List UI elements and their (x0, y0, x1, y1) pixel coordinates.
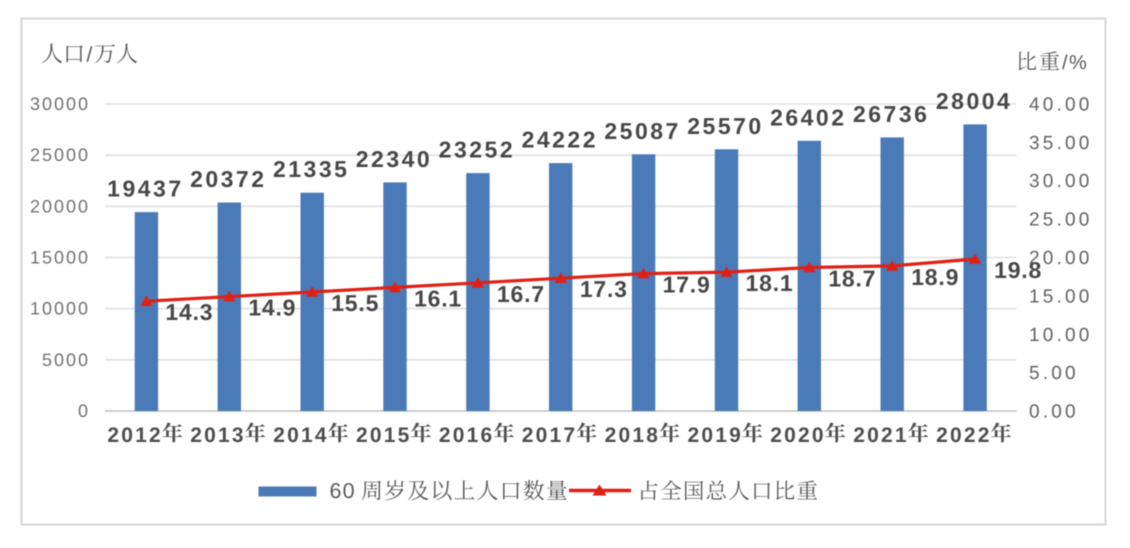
svg-text:2022: 2022 (936, 424, 992, 447)
svg-text:2020: 2020 (770, 424, 826, 447)
svg-text:16.1: 16.1 (414, 285, 462, 311)
svg-text:2016: 2016 (439, 424, 495, 447)
svg-text:20372: 20372 (190, 166, 266, 192)
svg-text:2013: 2013 (190, 424, 246, 447)
svg-text:22340: 22340 (356, 146, 432, 172)
svg-text:/%: /% (1062, 52, 1088, 74)
svg-text:60: 60 (330, 479, 356, 503)
svg-text:18.7: 18.7 (828, 266, 876, 292)
svg-text:35.00: 35.00 (1029, 133, 1093, 154)
svg-text:2019: 2019 (688, 424, 744, 447)
svg-text:21335: 21335 (273, 156, 349, 182)
svg-text:2012: 2012 (107, 424, 163, 447)
svg-text:0: 0 (78, 401, 90, 421)
svg-text:15000: 15000 (30, 248, 90, 268)
svg-text:10.00: 10.00 (1029, 325, 1093, 346)
svg-text:5.00: 5.00 (1029, 363, 1079, 384)
svg-text:10000: 10000 (30, 299, 90, 319)
svg-text:25.00: 25.00 (1029, 210, 1093, 231)
svg-text:18.9: 18.9 (911, 264, 959, 290)
svg-text:/: / (87, 44, 93, 67)
svg-text:24222: 24222 (522, 127, 598, 153)
svg-text:20000: 20000 (30, 196, 90, 216)
svg-text:30000: 30000 (30, 94, 90, 114)
svg-text:2017: 2017 (522, 424, 578, 447)
svg-text:23252: 23252 (439, 137, 515, 163)
svg-text:17.9: 17.9 (663, 272, 711, 298)
svg-text:18.1: 18.1 (746, 270, 794, 296)
svg-text:25570: 25570 (687, 113, 763, 139)
svg-text:0.00: 0.00 (1029, 402, 1079, 423)
svg-text:30.00: 30.00 (1029, 171, 1093, 192)
svg-text:19.8: 19.8 (994, 257, 1042, 283)
svg-text:26736: 26736 (853, 101, 929, 127)
svg-text:2014: 2014 (273, 424, 329, 447)
svg-text:19437: 19437 (107, 176, 183, 202)
svg-text:2015: 2015 (356, 424, 412, 447)
svg-text:14.9: 14.9 (248, 295, 296, 321)
svg-text:14.3: 14.3 (165, 299, 213, 325)
svg-text:25087: 25087 (604, 118, 680, 144)
svg-text:5000: 5000 (42, 350, 90, 370)
svg-text:15.5: 15.5 (331, 290, 379, 316)
svg-text:16.7: 16.7 (497, 281, 545, 307)
svg-text:40.00: 40.00 (1029, 95, 1093, 116)
svg-text:15.00: 15.00 (1029, 286, 1093, 307)
svg-text:20.00: 20.00 (1029, 248, 1093, 269)
svg-text:28004: 28004 (936, 88, 1012, 114)
svg-text:26402: 26402 (770, 104, 846, 130)
svg-text:17.3: 17.3 (580, 276, 628, 302)
svg-text:25000: 25000 (30, 145, 90, 165)
svg-text:2018: 2018 (605, 424, 661, 447)
svg-text:2021: 2021 (853, 424, 909, 447)
